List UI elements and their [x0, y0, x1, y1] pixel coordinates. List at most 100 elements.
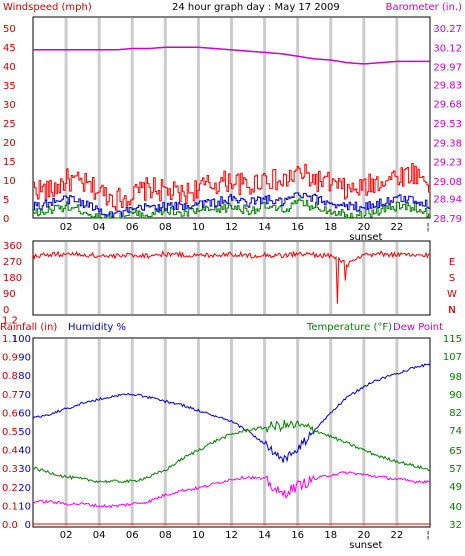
barometer-axis-label: Barometer (in.)	[386, 2, 462, 13]
windspeed-tick-label: 5	[3, 195, 9, 206]
barometer-tick-label: 30.27	[433, 24, 462, 35]
temperature-tick-label: 115	[443, 334, 462, 345]
series-temperature	[32, 420, 431, 484]
direction-tick-label: 0	[3, 305, 9, 316]
humidity-tick-label: 20	[18, 483, 31, 494]
rainfall-tick-label: 1.1	[2, 334, 18, 345]
barometer-tick-label: 29.23	[433, 158, 462, 169]
temperature-tick-label: 98	[449, 372, 462, 383]
barometer-tick-label: 29.68	[433, 100, 462, 111]
direction-tick-label: 360	[3, 241, 22, 252]
time-tick-label: 10	[192, 222, 205, 233]
humidity-tick-label: 40	[18, 446, 31, 457]
windspeed-tick-label: 30	[3, 100, 16, 111]
direction-tick-label: 270	[3, 257, 22, 268]
time-tick-label: 14	[258, 530, 271, 541]
temperature-tick-label: 74	[449, 426, 462, 437]
compass-label: N	[448, 305, 455, 316]
sunset-label: sunset	[349, 540, 382, 551]
humidity-tick-label: 80	[18, 371, 31, 382]
time-tick-label: 20	[357, 530, 370, 541]
time-tick-label: 20	[357, 222, 370, 233]
time-tick-label: 12	[225, 530, 238, 541]
windspeed-tick-label: 45	[3, 43, 16, 54]
time-tick-label: 22	[391, 530, 404, 541]
barometer-tick-label: 29.38	[433, 138, 462, 149]
rainfall-tick-label: 0.6	[2, 408, 18, 419]
wind-direction-line	[32, 250, 431, 304]
series-humidity	[32, 363, 431, 463]
humidity-axis-label: Humidity %	[68, 322, 126, 333]
wind-series-2	[33, 192, 431, 218]
windspeed-tick-label: 50	[3, 24, 16, 35]
time-tick-label: 16	[291, 222, 304, 233]
humidity-tick-label: 70	[18, 390, 31, 401]
compass-label: S	[449, 273, 455, 284]
rainfall-tick-label: 0.5	[2, 427, 18, 438]
rainfall-tick-label: 0.0	[2, 520, 18, 531]
barometer-tick-label: 30.12	[433, 43, 462, 54]
compass-label: E	[449, 257, 455, 268]
wind-series-3	[33, 198, 431, 219]
rainfall-axis-label: Rainfall (in)	[0, 322, 57, 333]
time-tick-label: 12	[225, 222, 238, 233]
temperature-tick-label: 90	[449, 390, 462, 401]
wind-series-1	[33, 163, 431, 211]
chart-title: 24 hour graph day : May 17 2009	[172, 2, 340, 13]
time-tick-label: 16	[291, 530, 304, 541]
rainfall-tick-label: 1.2	[2, 315, 18, 326]
barometer-tick-label: 28.79	[433, 214, 462, 225]
time-tick-label: 18	[324, 222, 337, 233]
windspeed-axis-label: Windspeed (mph)	[3, 2, 92, 13]
time-tick-label: 02	[60, 222, 73, 233]
windspeed-tick-label: 20	[3, 138, 16, 149]
temperature-tick-label: 32	[449, 520, 462, 531]
humidity-tick-label: 30	[18, 464, 31, 475]
windspeed-tick-label: 10	[3, 176, 16, 187]
humidity-tick-label: 0	[25, 520, 31, 531]
time-tick-label: 22	[391, 222, 404, 233]
time-tick-label: 10	[192, 530, 205, 541]
barometer-line	[33, 46, 430, 65]
temperature-axis-label: Temperature (°F)	[306, 322, 392, 333]
compass-label: W	[447, 289, 457, 300]
barometer-tick-label: 29.83	[433, 80, 462, 91]
time-tick-label: 06	[126, 222, 139, 233]
humidity-tick-label: 90	[18, 353, 31, 364]
rainfall-tick-label: 0.7	[2, 390, 18, 401]
humidity-tick-label: 50	[18, 427, 31, 438]
dewpoint-axis-label: Dew Point	[393, 322, 443, 333]
barometer-tick-label: 29.97	[433, 63, 462, 74]
time-tick-label: 08	[159, 530, 172, 541]
humidity-tick-label: 60	[18, 408, 31, 419]
windspeed-tick-label: 40	[3, 62, 16, 73]
windspeed-tick-label: 0	[3, 214, 9, 225]
temperature-tick-label: 57	[449, 464, 462, 475]
series-dew-point	[32, 471, 430, 509]
windspeed-tick-label: 35	[3, 81, 16, 92]
humidity-tick-label: 100	[12, 334, 31, 345]
barometer-tick-label: 29.08	[433, 177, 462, 188]
barometer-tick-label: 29.53	[433, 119, 462, 130]
temperature-tick-label: 49	[449, 482, 462, 493]
temperature-tick-label: 107	[443, 352, 462, 363]
time-tick-label: 18	[324, 530, 337, 541]
temperature-tick-label: 82	[449, 408, 462, 419]
rainfall-tick-label: 0.3	[2, 464, 18, 475]
time-tick-label: 02	[60, 530, 73, 541]
temperature-tick-label: 40	[449, 502, 462, 513]
direction-tick-label: 90	[3, 289, 16, 300]
windspeed-tick-label: 15	[3, 157, 16, 168]
temperature-tick-label: 65	[449, 446, 462, 457]
rainfall-tick-label: 0.4	[2, 446, 18, 457]
time-tick-label: 14	[258, 222, 271, 233]
sunset-label: sunset	[349, 232, 382, 243]
rainfall-tick-label: 0.2	[2, 483, 18, 494]
time-tick-label: 08	[159, 222, 172, 233]
time-tick-label: 06	[126, 530, 139, 541]
end-tick-mark: ¦	[426, 530, 429, 541]
humidity-tick-label: 10	[18, 501, 31, 512]
windspeed-tick-label: 25	[3, 119, 16, 130]
barometer-tick-label: 28.94	[433, 195, 462, 206]
